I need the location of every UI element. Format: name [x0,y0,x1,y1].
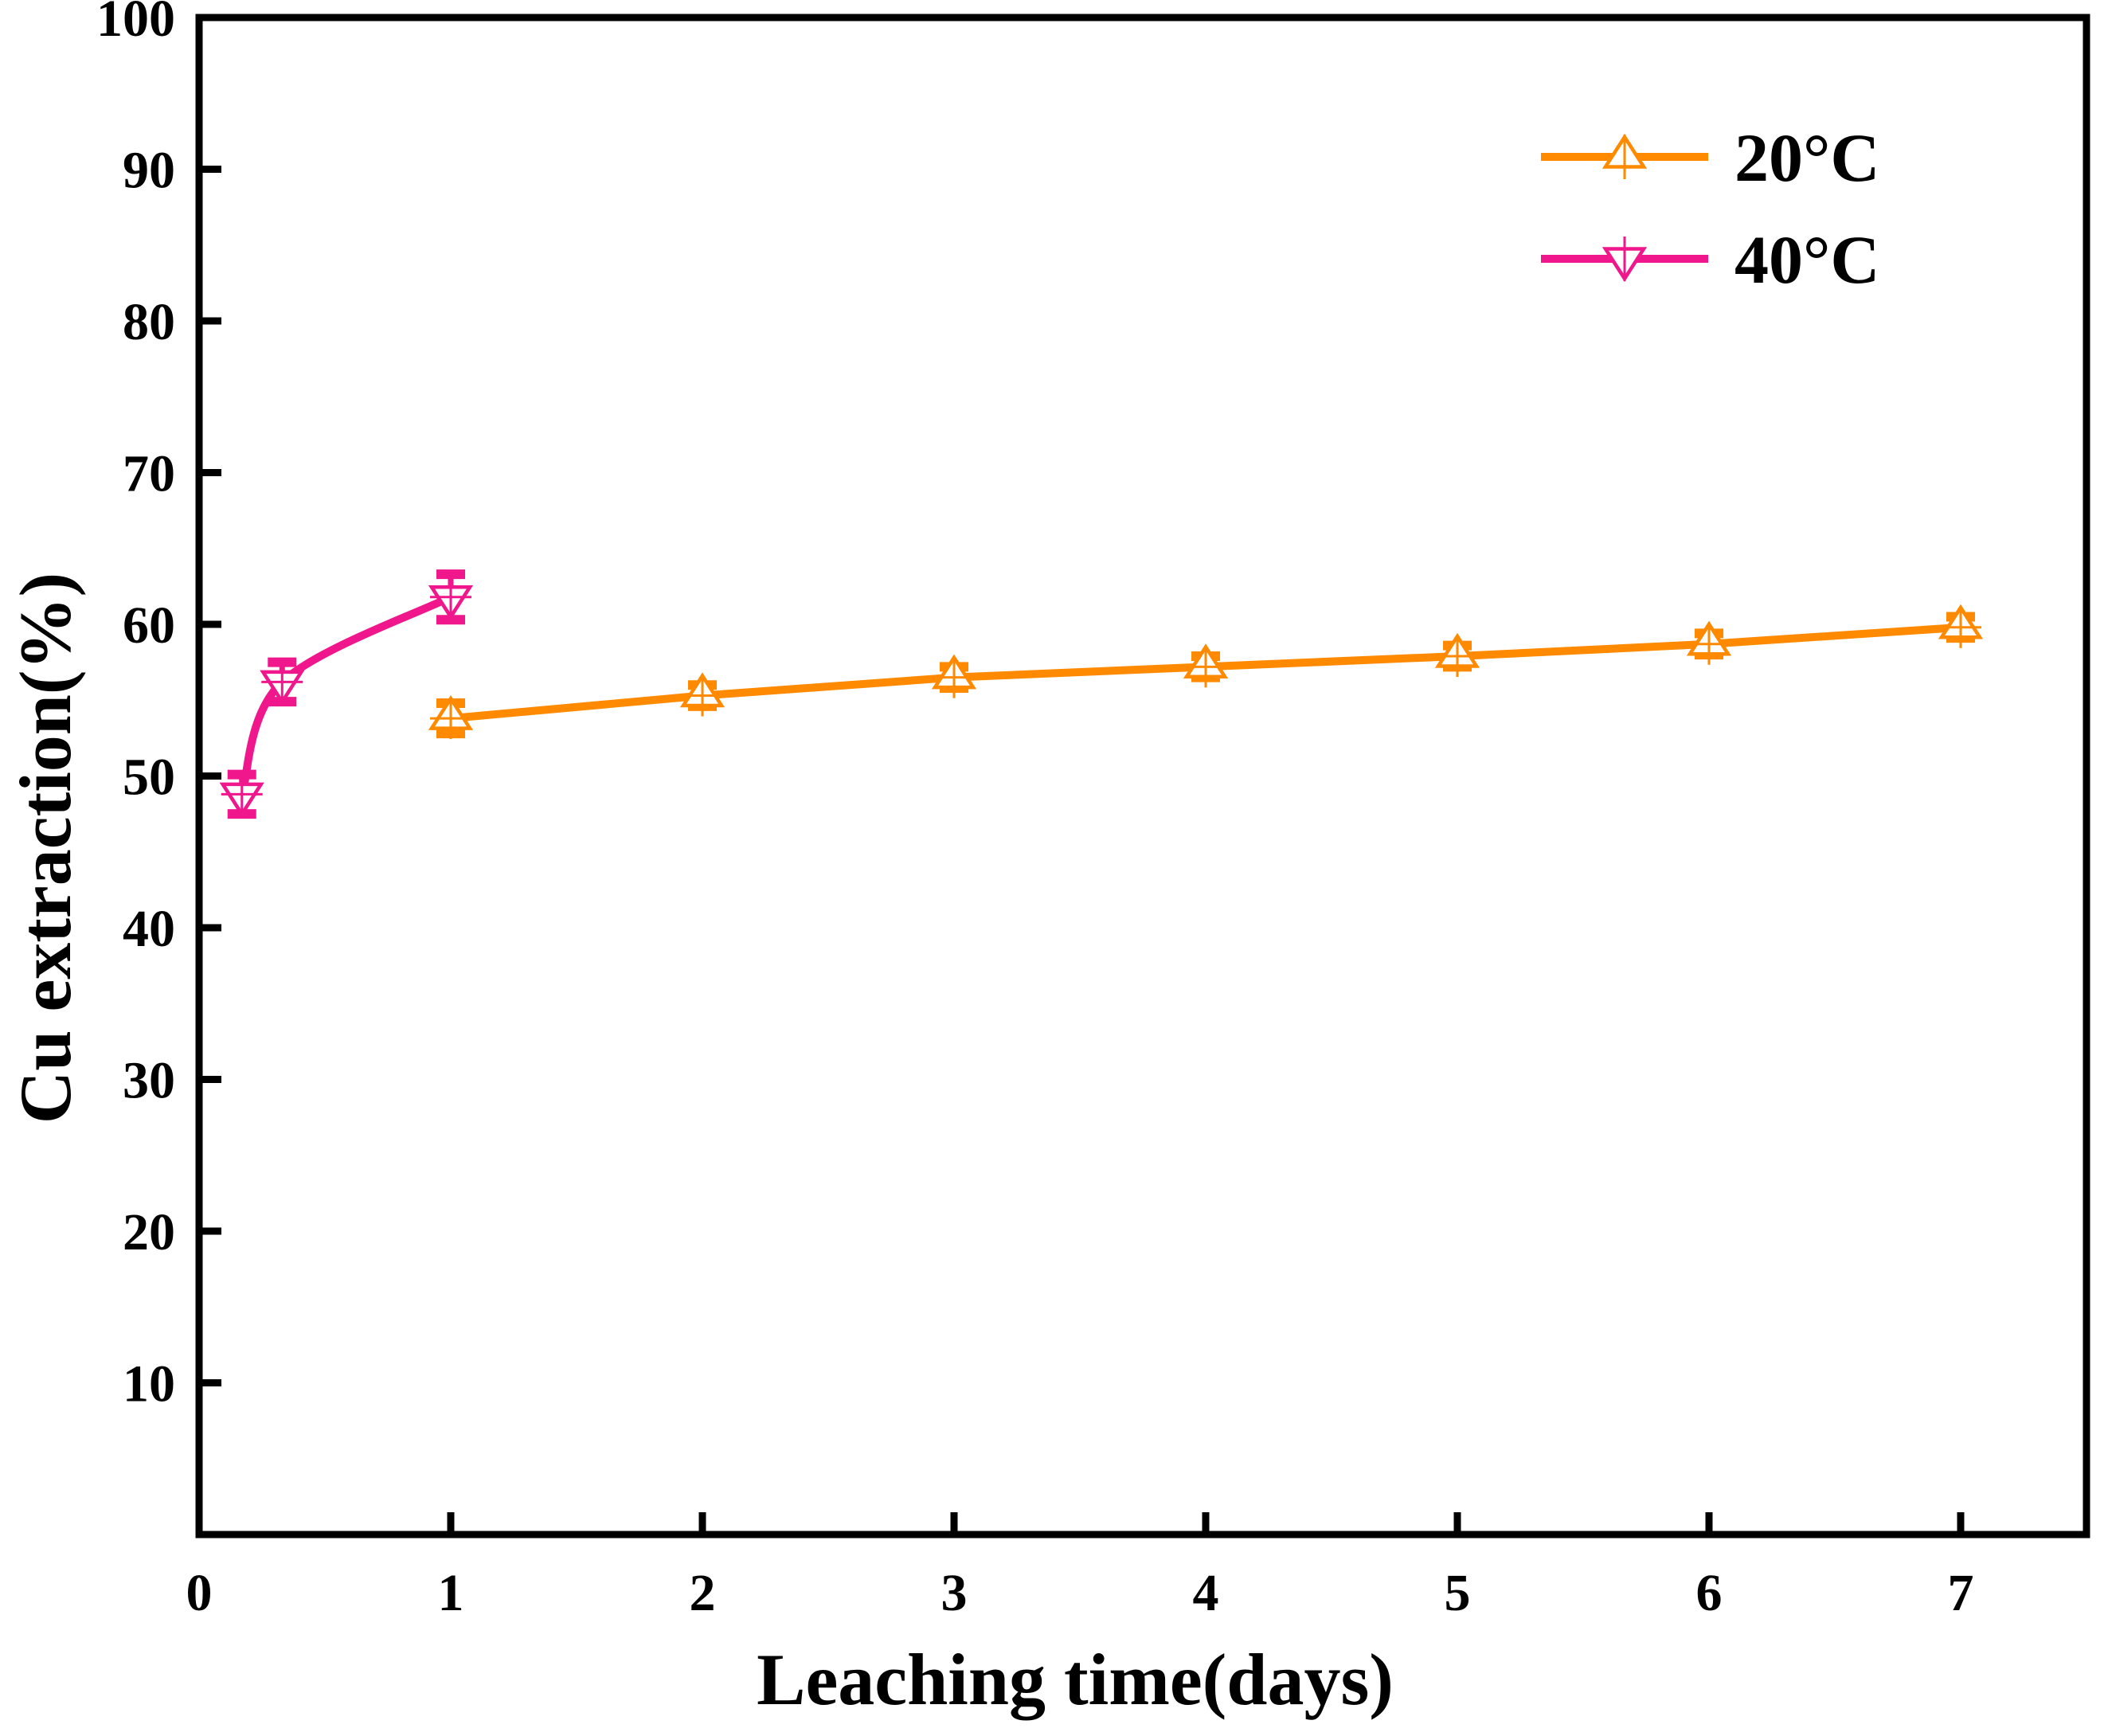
x-tick-label: 1 [438,1564,464,1622]
x-tick-label: 5 [1445,1564,1471,1622]
legend-label: 40°C [1734,221,1880,298]
y-tick-label: 80 [123,293,175,351]
y-tick-label: 30 [123,1052,175,1110]
y-tick-label: 70 [123,445,175,503]
series-0 [428,604,1984,740]
y-tick-label: 90 [123,142,175,200]
x-tick-label: 7 [1948,1564,1974,1622]
y-tick-label: 60 [123,596,175,655]
x-tick-label: 2 [690,1564,716,1622]
y-tick-label: 50 [123,749,175,807]
series-layer [219,569,1984,819]
y-tick-label: 10 [123,1355,175,1413]
tick-labels: 0 1 2 3 4 5 6 7 10 20 30 40 50 60 70 80 90 100 [96,0,1974,1622]
legend-label: 20°C [1734,119,1880,196]
y-tick-label: 100 [96,0,175,48]
series-1 [219,569,474,819]
x-tick-label: 0 [186,1564,213,1622]
x-tick-label: 6 [1696,1564,1723,1622]
x-tick-label: 3 [941,1564,968,1622]
legend: 20°C 40°C [1541,119,1880,298]
x-axis-title: Leaching time(days) [757,1639,1394,1720]
series-line [237,592,455,799]
y-tick-label: 20 [123,1203,175,1261]
tick-marks [199,14,1965,1535]
y-axis-title: Cu extraction(%) [5,573,86,1124]
x-tick-label: 4 [1193,1564,1219,1622]
plot-frame [195,14,2090,1539]
y-tick-label: 40 [123,900,175,958]
